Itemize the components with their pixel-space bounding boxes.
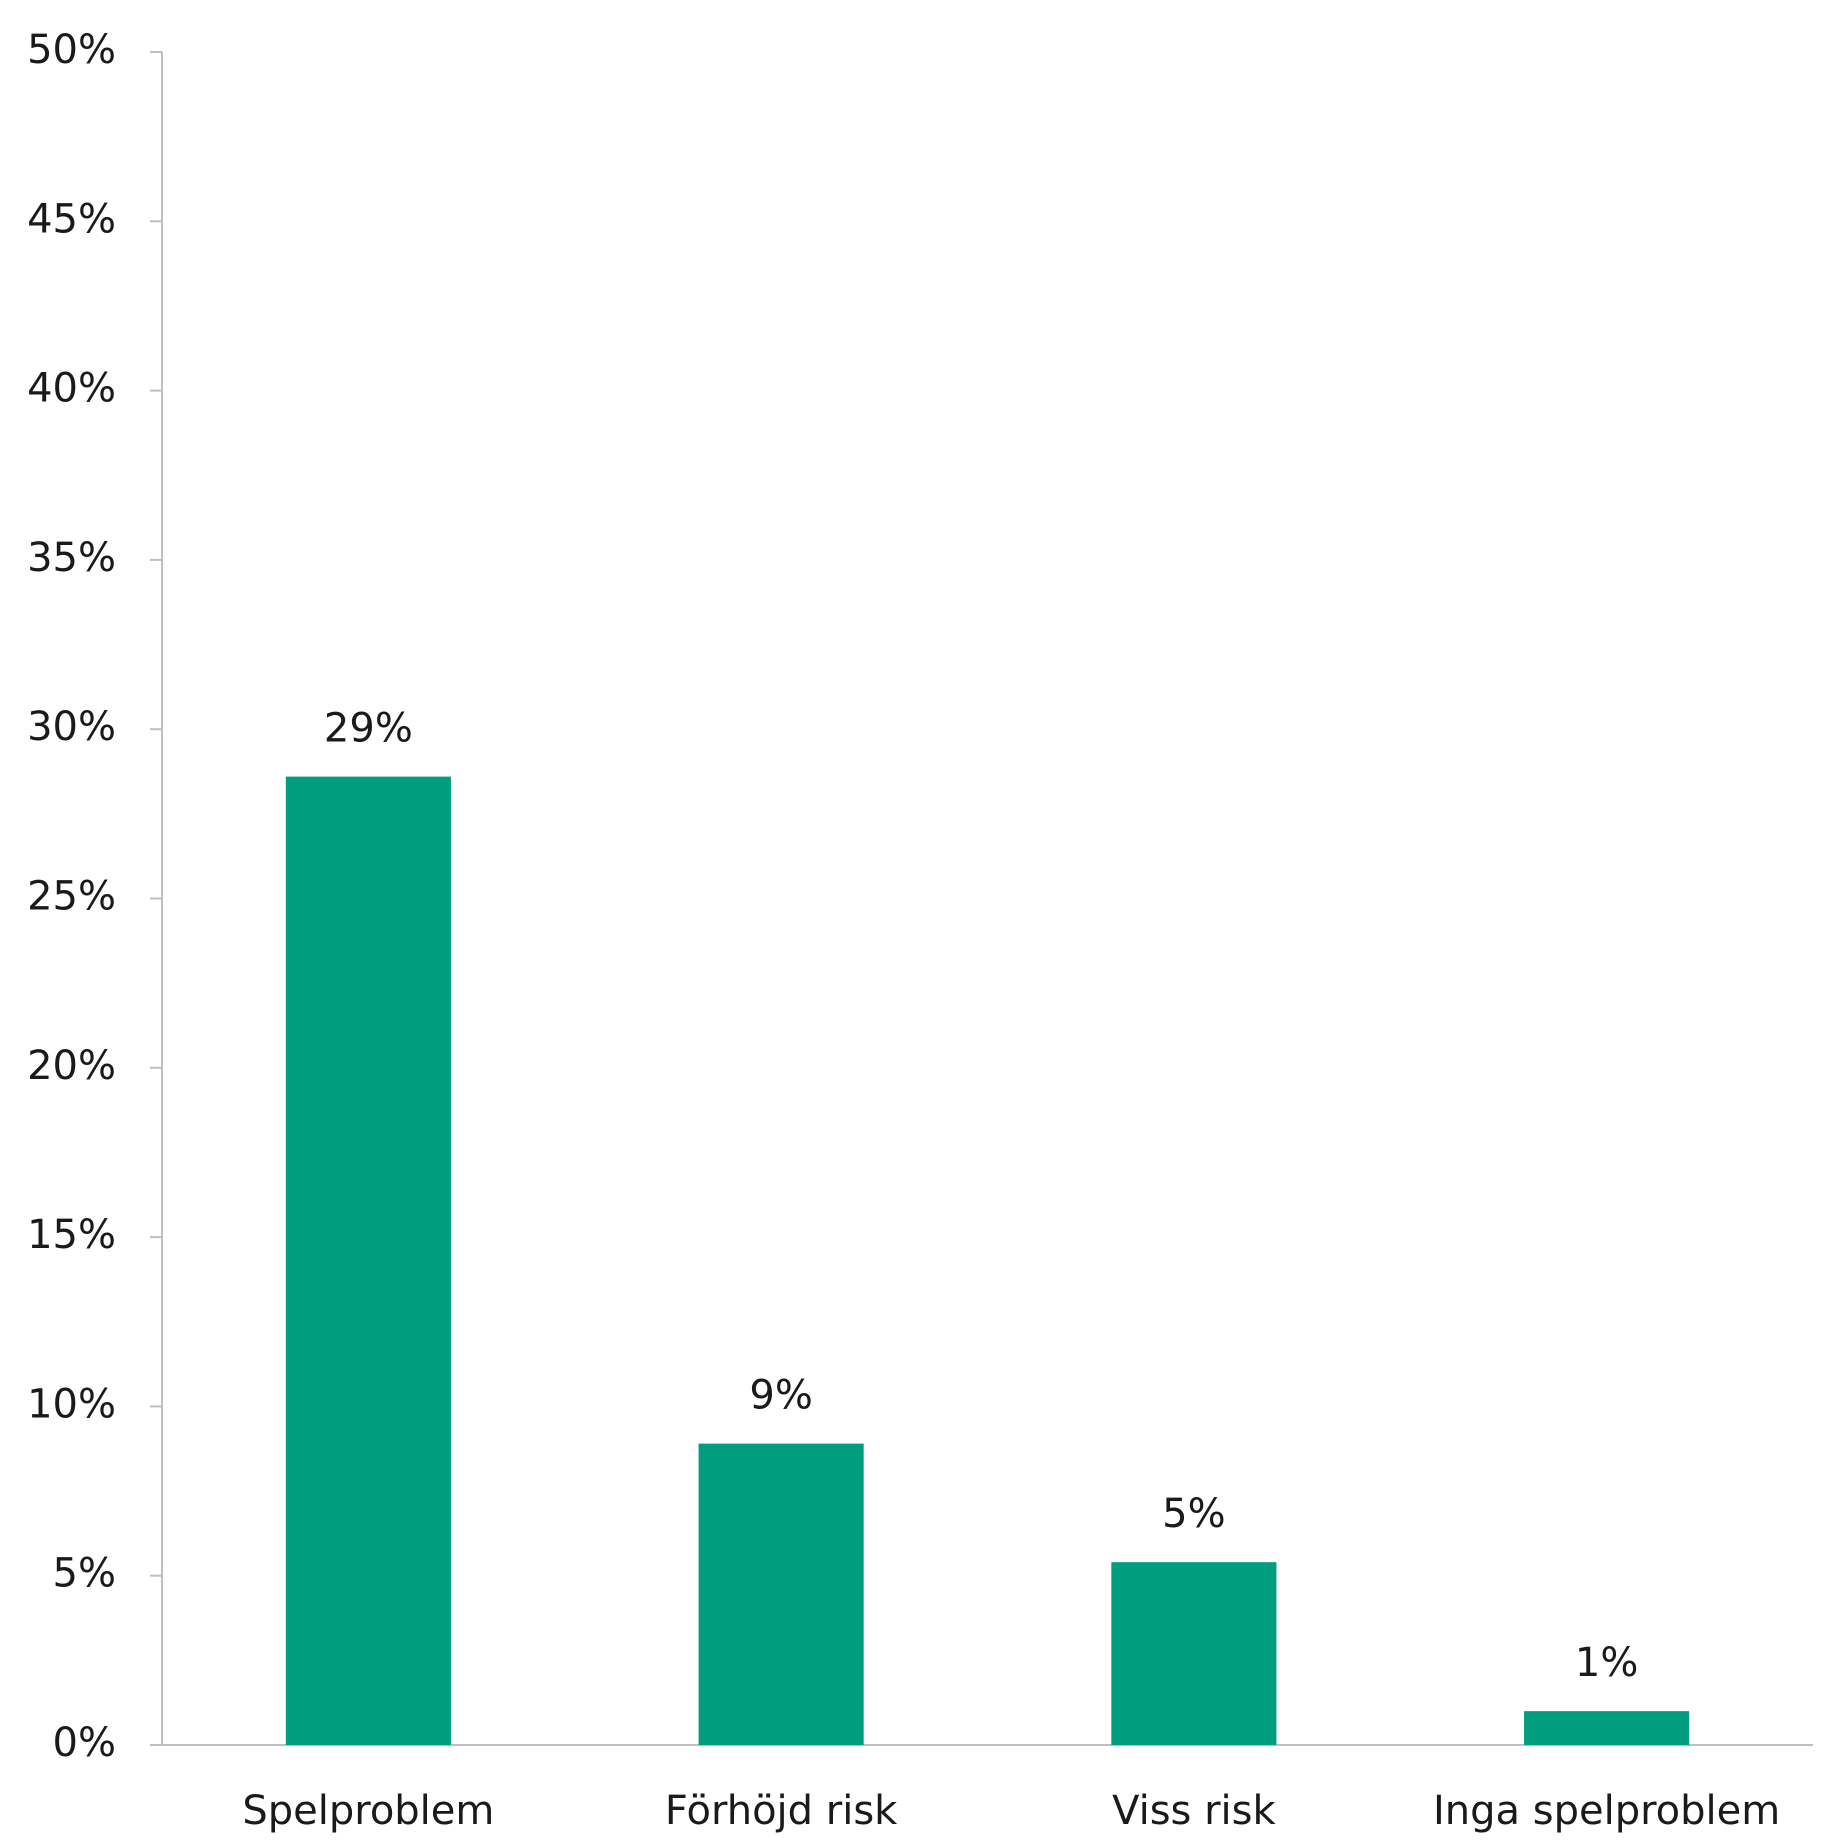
bar xyxy=(285,776,451,1745)
value-label: 29% xyxy=(324,706,413,752)
y-tick-label: 40% xyxy=(27,366,116,412)
y-tick-label: 0% xyxy=(53,1720,116,1766)
y-tick-label: 5% xyxy=(53,1551,116,1597)
y-tick-label: 10% xyxy=(27,1381,116,1427)
value-label: 1% xyxy=(1575,1640,1638,1686)
value-label: 9% xyxy=(749,1373,812,1419)
x-tick-label: Viss risk xyxy=(1112,1788,1276,1834)
y-tick-label: 50% xyxy=(27,27,116,73)
bar xyxy=(698,1443,864,1745)
bar xyxy=(1524,1711,1690,1745)
y-tick-label: 35% xyxy=(27,535,116,581)
value-label: 5% xyxy=(1162,1491,1225,1537)
x-tick-label: Spelproblem xyxy=(242,1788,494,1834)
y-tick-label: 25% xyxy=(27,874,116,920)
y-tick-label: 15% xyxy=(27,1212,116,1258)
bar xyxy=(1111,1562,1277,1745)
x-tick-label: Inga spelproblem xyxy=(1433,1788,1780,1834)
y-tick-label: 30% xyxy=(27,704,116,750)
y-tick-label: 45% xyxy=(27,196,116,242)
y-tick-label: 20% xyxy=(27,1043,116,1089)
x-tick-label: Förhöjd risk xyxy=(665,1788,898,1834)
